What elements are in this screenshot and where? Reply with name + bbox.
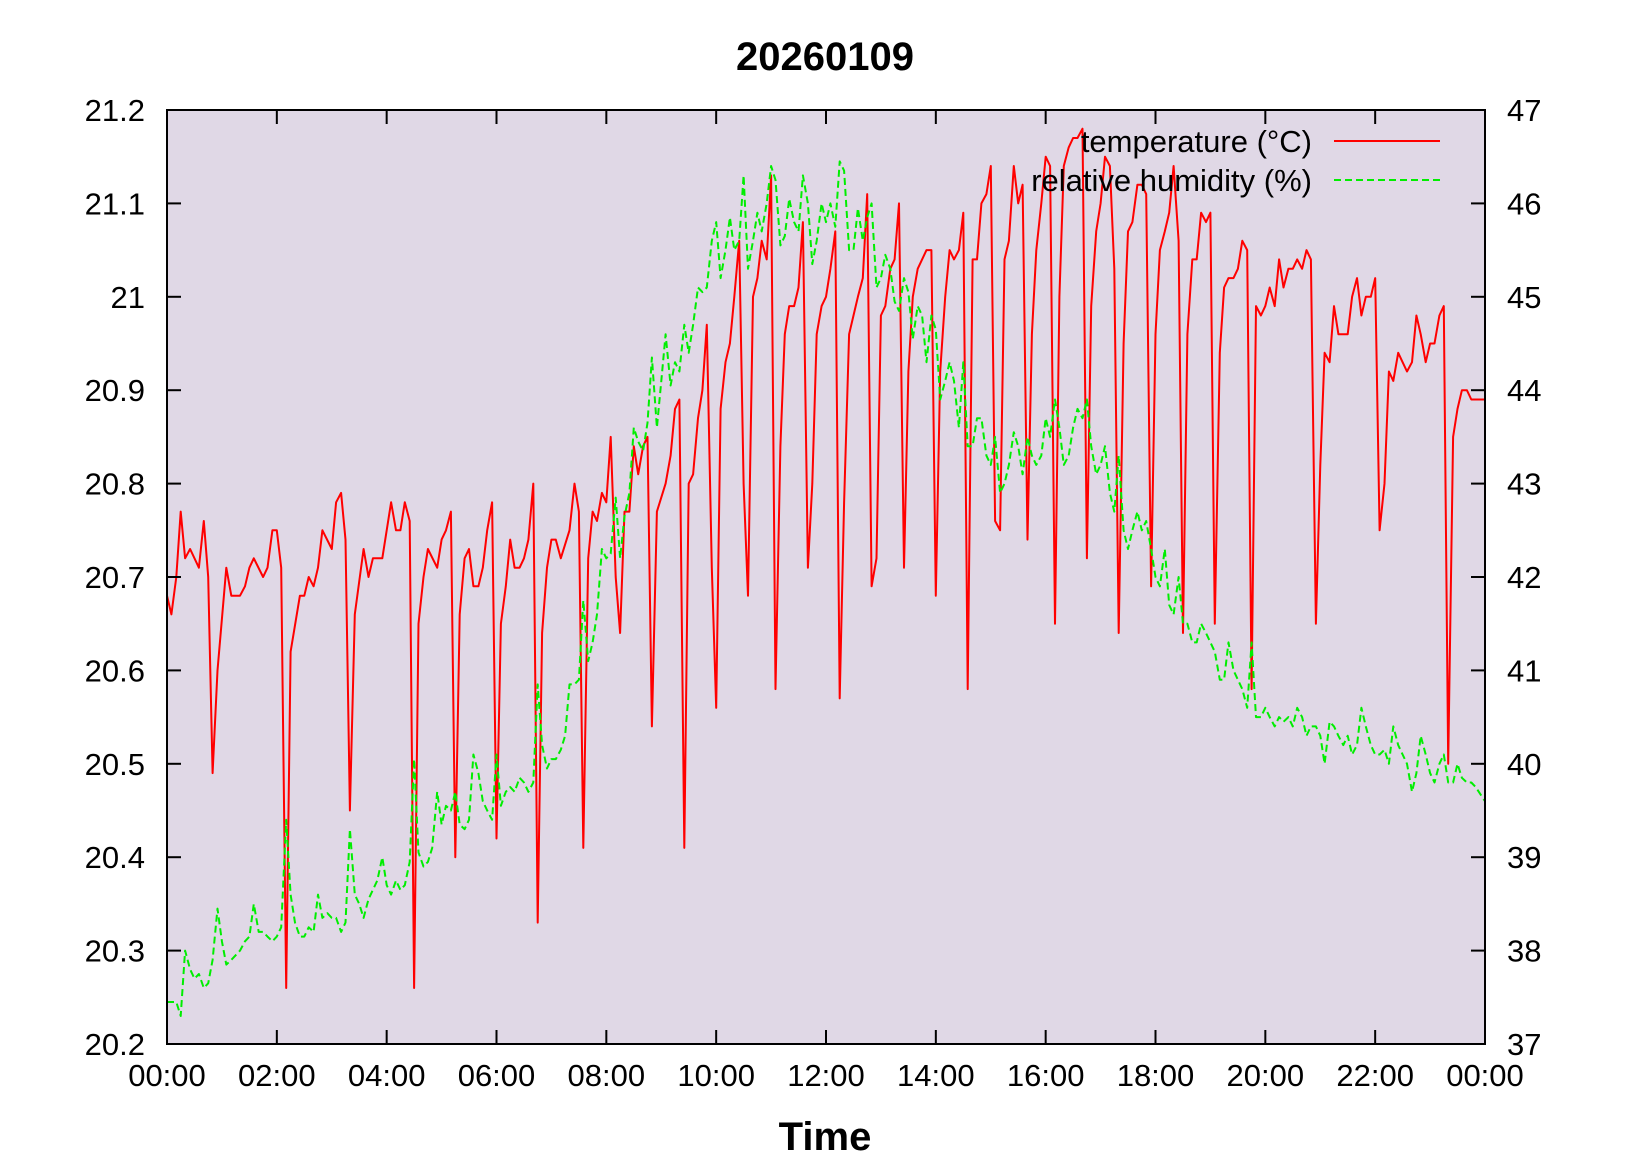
- y2-tick-label: 42: [1507, 560, 1541, 595]
- y-tick-label: 21.2: [85, 93, 145, 128]
- x-tick-label: 22:00: [1336, 1058, 1414, 1093]
- y2-tick-label: 45: [1507, 280, 1541, 315]
- y-tick-label: 20.8: [85, 467, 145, 502]
- y-tick-label: 20.7: [85, 560, 145, 595]
- x-tick-label: 08:00: [568, 1058, 646, 1093]
- x-tick-label: 00:00: [1446, 1058, 1524, 1093]
- chart-title: 20260109: [736, 35, 914, 79]
- y2-tick-label: 46: [1507, 186, 1541, 221]
- y-tick-label: 20.4: [85, 840, 145, 875]
- x-tick-label: 14:00: [897, 1058, 975, 1093]
- y-tick-label: 21.1: [85, 186, 145, 221]
- x-tick-label: 06:00: [458, 1058, 536, 1093]
- y-tick-label: 21: [111, 280, 145, 315]
- x-tick-label: 04:00: [348, 1058, 426, 1093]
- x-tick-label: 20:00: [1227, 1058, 1305, 1093]
- y2-tick-label: 39: [1507, 840, 1541, 875]
- y2-tick-label: 44: [1507, 373, 1541, 408]
- y-tick-label: 20.3: [85, 934, 145, 969]
- x-tick-label: 16:00: [1007, 1058, 1085, 1093]
- x-tick-label: 02:00: [238, 1058, 316, 1093]
- x-tick-label: 18:00: [1117, 1058, 1195, 1093]
- y2-tick-label: 41: [1507, 653, 1541, 688]
- y2-tick-label: 38: [1507, 934, 1541, 969]
- y2-tick-label: 47: [1507, 93, 1541, 128]
- x-tick-label: 00:00: [128, 1058, 206, 1093]
- x-tick-label: 12:00: [787, 1058, 865, 1093]
- series-layer: [166, 127, 1486, 1017]
- y-tick-label: 20.2: [85, 1027, 145, 1062]
- legend-label: relative humidity (%): [1031, 163, 1312, 198]
- ticks-layer: 00:00 02:00 04:00 06:00 08:00 10:00 12:00 14:00…: [85, 93, 1542, 1093]
- y2-tick-label: 40: [1507, 747, 1541, 782]
- y2-tick-label: 37: [1507, 1027, 1541, 1062]
- y-tick-label: 20.6: [85, 653, 145, 688]
- legend: temperature (°C) relative humidity (%): [1031, 124, 1440, 198]
- y-tick-label: 20.5: [85, 747, 145, 782]
- legend-label: temperature (°C): [1081, 124, 1312, 159]
- plot-background: [167, 110, 1485, 1044]
- x-tick-label: 10:00: [677, 1058, 755, 1093]
- y2-tick-label: 43: [1507, 467, 1541, 502]
- x-axis-label: Time: [779, 1115, 872, 1155]
- temperature-series-line: [166, 127, 1485, 989]
- y-tick-label: 20.9: [85, 373, 145, 408]
